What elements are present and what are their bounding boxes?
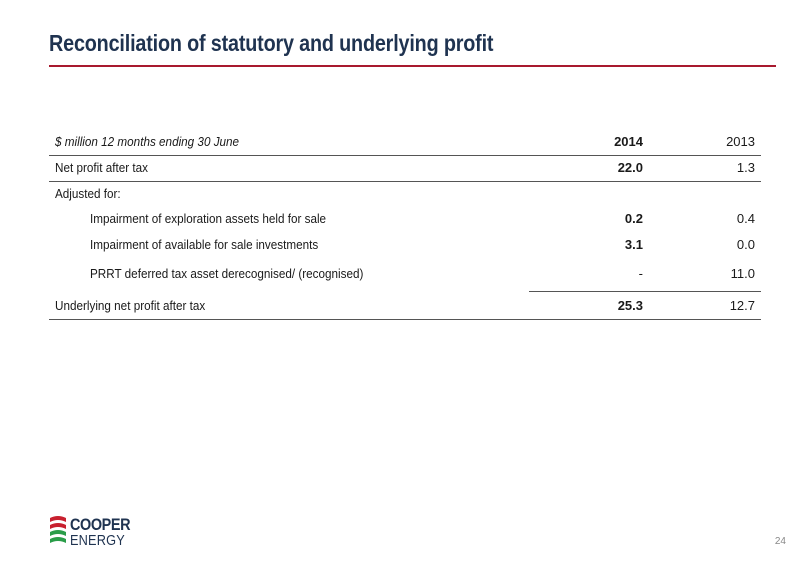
row-value-2014: 0.2 <box>624 211 643 226</box>
header-label: $ million 12 months ending 30 June <box>55 134 240 149</box>
row-label: PRRT deferred tax asset derecognised/ (r… <box>90 266 364 281</box>
header-2014: 2014 <box>614 134 643 149</box>
table-row-underlying-profit: Underlying net profit after tax 25.3 12.… <box>49 294 761 318</box>
row-value-2014: 3.1 <box>624 237 643 252</box>
subtotal-divider <box>529 291 761 292</box>
row-value-2014: 22.0 <box>617 160 643 175</box>
row-label: Net profit after tax <box>55 160 148 175</box>
logo-text-cooper: COOPER <box>70 515 131 534</box>
table-row-prrt: PRRT deferred tax asset derecognised/ (r… <box>49 262 761 286</box>
table-bottom-rule <box>49 319 761 320</box>
header-2013: 2013 <box>726 134 755 149</box>
page-number: 24 <box>774 536 786 547</box>
table-row-impairment-investments: Impairment of available for sale investm… <box>49 233 761 257</box>
table-header-row: $ million 12 months ending 30 June 2014 … <box>49 130 761 154</box>
row-label: Impairment of exploration assets held fo… <box>90 211 327 226</box>
slide-title: Reconciliation of statutory and underlyi… <box>49 30 494 56</box>
row-label: Impairment of available for sale investm… <box>90 237 319 252</box>
table-row-net-profit: Net profit after tax 22.0 1.3 <box>49 156 761 180</box>
table-row-impairment-exploration: Impairment of exploration assets held fo… <box>49 207 761 231</box>
table-row-adjusted-for: Adjusted for: <box>49 182 761 206</box>
row-value-2014: - <box>638 266 643 281</box>
title-divider <box>49 65 776 67</box>
logo-mark-icon <box>50 516 66 543</box>
row-value-2013: 0.4 <box>736 211 755 226</box>
row-value-2013: 1.3 <box>736 160 755 175</box>
row-value-2014: 25.3 <box>617 298 643 313</box>
row-value-2013: 11.0 <box>730 266 755 281</box>
logo-text-energy: ENERGY <box>70 532 125 549</box>
row-value-2013: 0.0 <box>736 237 755 252</box>
row-divider <box>49 181 761 182</box>
header-divider <box>49 155 761 156</box>
cooper-energy-logo: COOPER ENERGY <box>48 514 158 550</box>
row-label: Underlying net profit after tax <box>55 298 206 313</box>
row-value-2013: 12.7 <box>729 298 755 313</box>
row-label: Adjusted for: <box>55 186 121 201</box>
